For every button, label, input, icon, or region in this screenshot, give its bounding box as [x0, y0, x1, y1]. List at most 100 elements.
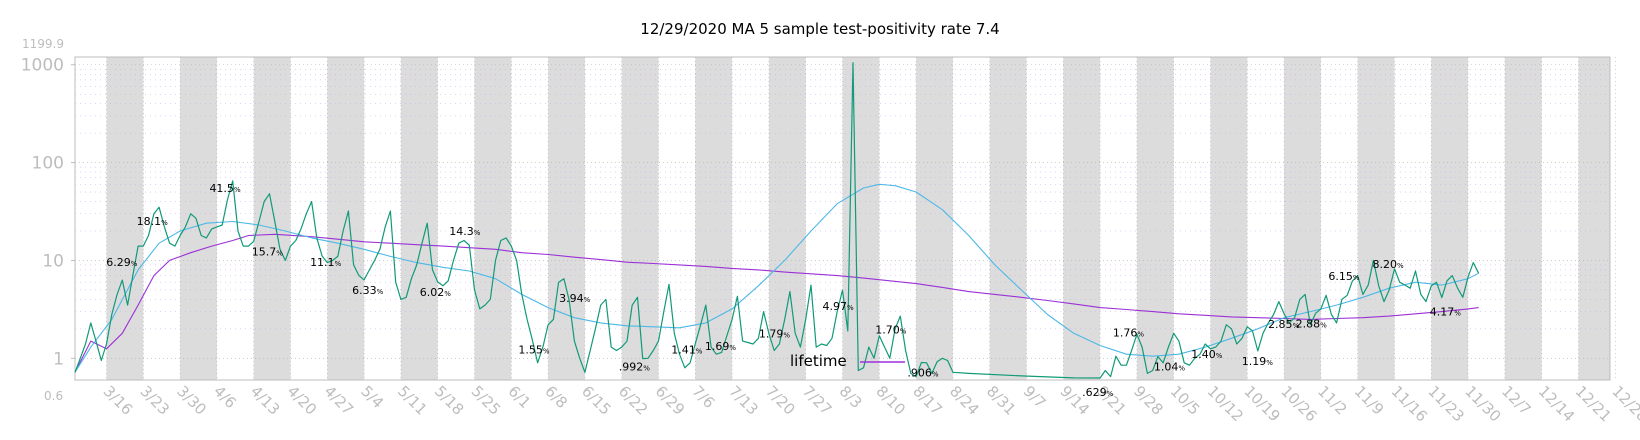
x-tick-label: 3/23	[137, 382, 174, 419]
annotation-unit: %	[729, 344, 736, 352]
y-tick-labels: 1 10 100 1000	[21, 56, 75, 369]
annotation-unit: %	[131, 260, 138, 268]
x-tick-label: 10/26	[1277, 382, 1320, 425]
x-tick-label: 6/8	[541, 382, 571, 412]
shaded-week	[1136, 57, 1174, 380]
annotation-unit: %	[847, 304, 854, 312]
x-tick-label: 12/28	[1608, 382, 1640, 425]
annotation-unit: %	[335, 260, 342, 268]
x-tick-label: 6/15	[578, 382, 615, 419]
annotation-label: 1.40%	[1191, 348, 1223, 361]
x-tick-label: 10/19	[1240, 382, 1283, 425]
ylim-max-label: 1199.9	[22, 37, 64, 51]
x-tick-label: 7/27	[799, 382, 836, 419]
y-tick-label: 10	[42, 251, 64, 271]
annotation-label: 1.76%	[1113, 326, 1145, 339]
shaded-week	[989, 57, 1027, 380]
annotation-label: 1.41%	[671, 344, 703, 357]
annotation-label: 6.29%	[106, 256, 138, 269]
shaded-week	[768, 57, 806, 380]
series-lines	[74, 62, 1480, 379]
week-shading	[106, 57, 1610, 380]
x-tick-label: 11/30	[1461, 382, 1504, 425]
shaded-week	[106, 57, 144, 380]
annotation-label: 8.20%	[1372, 258, 1404, 271]
annotation-label: 18.1%	[137, 215, 169, 228]
x-tick-label: 9/7	[1020, 382, 1050, 412]
x-tick-label: 8/17	[909, 382, 946, 419]
annotation-unit: %	[1107, 390, 1114, 398]
x-tick-label: 10/12	[1204, 382, 1247, 425]
series-line-daily	[74, 62, 1480, 379]
x-tick-label: 3/16	[100, 382, 137, 419]
annotation-label: .992%	[619, 361, 651, 374]
annotation-unit: %	[1137, 330, 1144, 338]
legend-label: lifetime	[790, 352, 847, 370]
annotation-unit: %	[1320, 321, 1327, 329]
annotations: 6.29% 18.1% 41.5% 15.7% 11.1% 6.33% 6.02% 14.3%…	[106, 182, 1461, 399]
series-line-smoothed	[74, 183, 1479, 373]
x-tick-label: 10/5	[1167, 382, 1204, 419]
annotation-label: 1.55%	[518, 344, 550, 357]
x-tick-label: 7/20	[762, 382, 799, 419]
x-tick-label: 12/21	[1572, 382, 1615, 425]
shaded-week	[1504, 57, 1542, 380]
shaded-week	[1063, 57, 1101, 380]
annotation-unit: %	[584, 296, 591, 304]
shaded-week	[1210, 57, 1248, 380]
annotation-label: 4.17%	[1430, 306, 1462, 319]
annotation-unit: %	[161, 219, 168, 227]
annotation-unit: %	[643, 365, 650, 373]
annotation-label: .629%	[1082, 386, 1114, 399]
plot-frame	[74, 56, 1611, 381]
x-tick-labels: 3/16 3/23 3/30 4/6 4/13 4/20 4/27 5/4 5/11 5/18 5/…	[100, 382, 1640, 425]
x-tick-label: 9/28	[1130, 382, 1167, 419]
annotation-label: 11.1%	[310, 256, 342, 269]
annotation-unit: %	[444, 290, 451, 298]
annotation-label: 1.79%	[759, 328, 791, 341]
annotation-unit: %	[377, 288, 384, 296]
annotation-unit: %	[234, 186, 241, 194]
annotation-label: 41.5%	[209, 182, 241, 195]
annotation-label: 1.69%	[705, 340, 737, 353]
x-tick-label: 8/10	[872, 382, 909, 419]
x-tick-label: 11/9	[1351, 382, 1388, 419]
shaded-week	[474, 57, 512, 380]
annotation-unit: %	[1353, 274, 1360, 282]
annotation-unit: %	[1397, 262, 1404, 270]
x-tick-label: 12/14	[1535, 382, 1578, 425]
shaded-week	[842, 57, 880, 380]
annotation-unit: %	[1216, 352, 1223, 360]
annotation-label: 3.94%	[559, 292, 591, 305]
x-tick-label: 5/11	[394, 382, 431, 419]
shaded-week	[916, 57, 953, 380]
annotation-label: 15.7%	[252, 245, 284, 258]
y-tick-label: 1000	[21, 56, 64, 76]
annotation-label: 14.3%	[449, 225, 481, 238]
annotation-label: 6.02%	[420, 286, 452, 299]
x-tick-label: 5/4	[357, 382, 387, 412]
x-tick-label: 11/16	[1388, 382, 1431, 425]
annotation-unit: %	[1266, 359, 1273, 367]
annotation-unit: %	[474, 229, 481, 237]
x-tick-label: 11/23	[1424, 382, 1467, 425]
annotation-unit: %	[276, 249, 283, 257]
shaded-week	[1578, 57, 1610, 380]
y-tick-label: 1	[53, 349, 64, 369]
ylim-min-label: 0.6	[44, 389, 63, 403]
x-tick-label: 8/3	[836, 382, 866, 412]
annotation-label: 2.88%	[1296, 317, 1328, 330]
x-tick-label: 8/31	[983, 382, 1020, 419]
annotation-label: 1.70%	[875, 324, 907, 337]
shaded-week	[1284, 57, 1321, 380]
y-tick-label: 100	[32, 154, 64, 174]
shaded-week	[1431, 57, 1469, 380]
annotation-unit: %	[1178, 365, 1185, 373]
annotation-label: .906%	[907, 366, 939, 379]
annotation-label: 6.33%	[352, 284, 384, 297]
annotation-label: 4.97%	[823, 300, 855, 313]
x-tick-label: 3/30	[173, 382, 210, 419]
annotation-label: 2.85%	[1268, 318, 1300, 331]
x-tick-label: 4/20	[284, 382, 321, 419]
